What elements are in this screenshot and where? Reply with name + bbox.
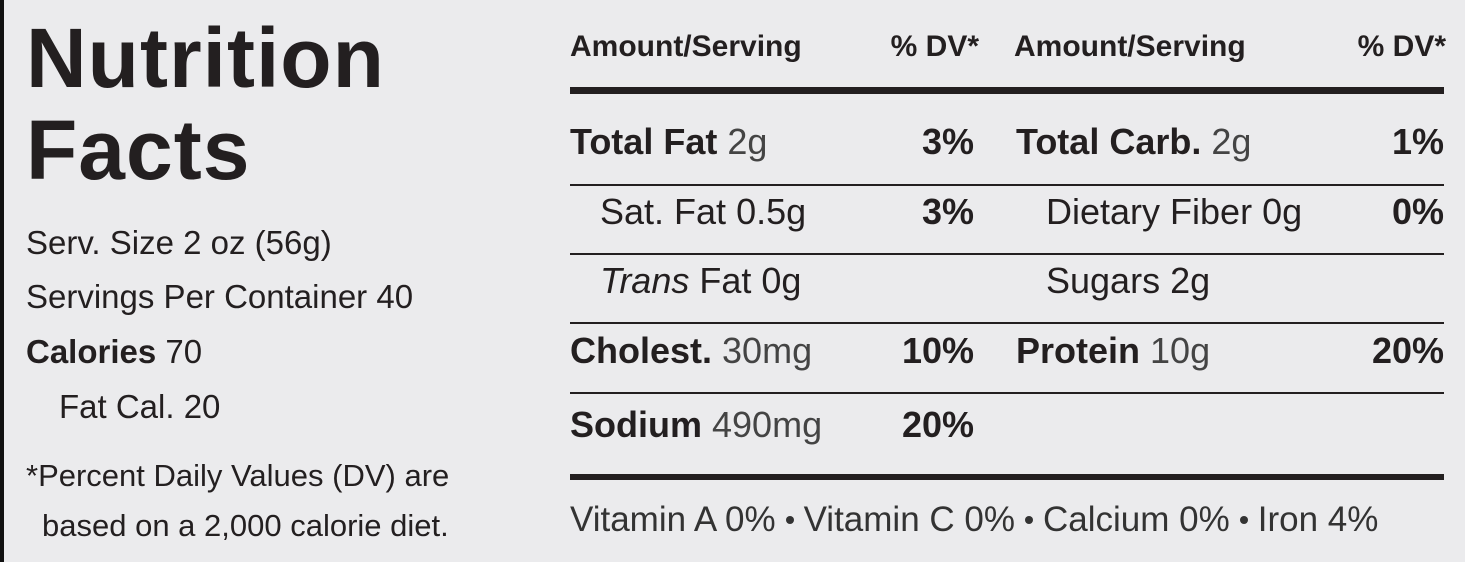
servings: Servings Per Container 40: [26, 278, 414, 315]
rule: [570, 184, 1444, 186]
nutrient-name: Sodium: [570, 404, 702, 445]
nutrient-dv: 20%: [1371, 330, 1444, 371]
title: Facts: [26, 103, 251, 197]
nutrient-dv: 20%: [901, 404, 974, 445]
nutrient-name: Protein: [1016, 330, 1141, 371]
vitamin: Calcium 0%: [1042, 500, 1230, 539]
nutrient-row: Sodium 490mg: [570, 407, 822, 443]
rule: [570, 392, 1444, 394]
nutrient-name: Dietary Fiber: [1046, 191, 1253, 232]
calories: Calories 70: [26, 335, 202, 368]
vitamin: Vitamin C 0%: [803, 500, 1015, 539]
rule: [570, 322, 1444, 324]
nutrient-name: Cholest.: [570, 330, 713, 371]
nutrient-amount: 2g: [1211, 121, 1252, 162]
nutrient-row: Sat. Fat 0.5g: [600, 194, 806, 230]
calories-label: Calories: [26, 333, 157, 370]
nutrient-row: Cholest. 30mg: [570, 333, 812, 369]
vitamins: Vitamin A 0% Vitamin C 0% Calcium 0% Iron 4…: [570, 502, 1378, 537]
rule: [570, 87, 1444, 94]
nutrient-row: Trans Fat 0g: [600, 263, 801, 299]
nutrient-name: Total Fat: [570, 121, 718, 162]
nutrient-name: Total Carb.: [1016, 121, 1202, 162]
nutrient-amount: Fat 0g: [699, 260, 802, 301]
serving-size: Serv. Size 2 oz (56g): [26, 224, 332, 261]
header-amount: Amount/Serving: [570, 30, 802, 63]
nutrient-dv: 0%: [1391, 191, 1444, 232]
nutrient-dv: 1%: [1391, 121, 1444, 162]
nutrient-row: Dietary Fiber 0g: [1046, 194, 1302, 230]
nutrient-dv: 10%: [901, 330, 974, 371]
nutrient-amount: 30mg: [722, 330, 813, 371]
separator-dot: [1024, 515, 1033, 524]
nutrient-amount: 2g: [1170, 260, 1211, 301]
nutrient-name: Trans: [600, 260, 690, 301]
nutrient-name: Sat. Fat: [600, 191, 727, 232]
nutrient-dv: 3%: [921, 121, 974, 162]
nutrient-amount: 0g: [1262, 191, 1303, 232]
nutrient-name: Sugars: [1046, 260, 1161, 301]
header-amount: Amount/Serving: [1014, 30, 1246, 63]
header-dv: % DV*: [890, 30, 979, 63]
vitamin: Vitamin A 0%: [570, 500, 776, 539]
nutrient-row: Sugars 2g: [1046, 263, 1210, 299]
separator-dot: [1239, 515, 1248, 524]
nutrient-row: Total Carb. 2g: [1016, 124, 1251, 160]
footnote: *Percent Daily Values (DV) are: [26, 458, 450, 493]
vitamin: Iron 4%: [1257, 500, 1379, 539]
rule: [570, 253, 1444, 255]
nutrient-row: Protein 10g: [1016, 333, 1210, 369]
nutrient-dv: 3%: [921, 191, 974, 232]
footnote: based on a 2,000 calorie diet.: [42, 508, 449, 543]
calories-value: 70: [165, 333, 203, 370]
nutrient-amount: 2g: [727, 121, 768, 162]
nutrient-amount: 10g: [1150, 330, 1211, 371]
fat-calories: Fat Cal. 20: [59, 388, 221, 425]
nutrient-row: Total Fat 2g: [570, 124, 767, 160]
title: Nutrition: [26, 11, 385, 105]
nutrient-amount: 490mg: [712, 404, 823, 445]
header-dv: % DV*: [1357, 30, 1446, 63]
rule: [570, 474, 1444, 480]
separator-dot: [785, 515, 794, 524]
nutrient-amount: 0.5g: [736, 191, 807, 232]
